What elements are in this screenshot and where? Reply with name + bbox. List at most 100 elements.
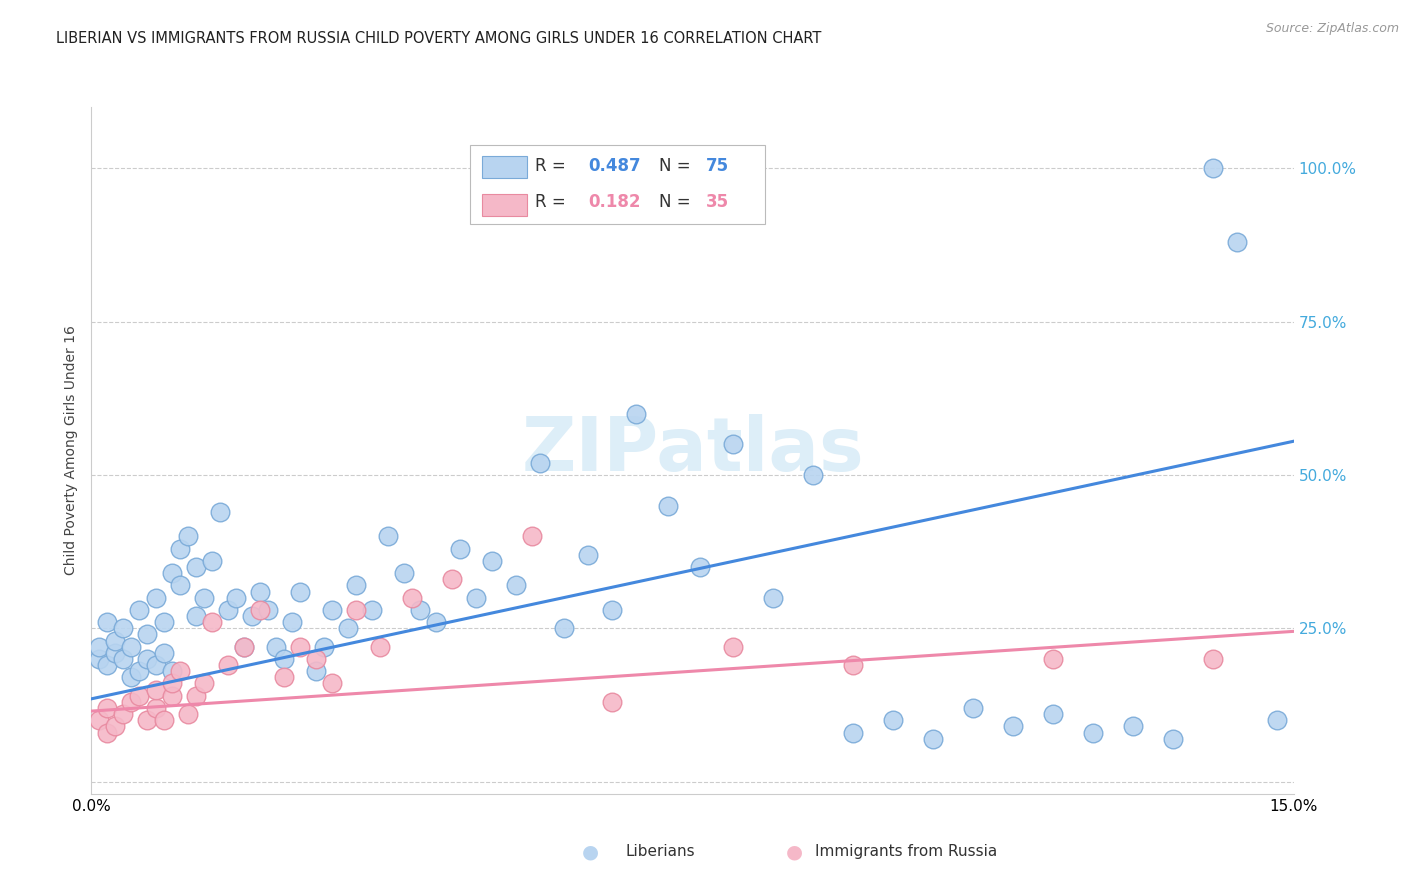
Point xyxy=(169,664,191,679)
Text: ●: ● xyxy=(582,842,599,862)
Point xyxy=(128,603,150,617)
Point xyxy=(145,591,167,605)
Point xyxy=(201,554,224,568)
Point xyxy=(184,560,207,574)
Point xyxy=(576,548,599,562)
FancyBboxPatch shape xyxy=(470,145,765,224)
Point xyxy=(249,584,271,599)
Point xyxy=(626,407,648,421)
Point xyxy=(217,603,239,617)
Point xyxy=(152,646,174,660)
Point xyxy=(841,725,863,739)
Point xyxy=(465,591,488,605)
Point xyxy=(160,566,183,580)
Point xyxy=(522,529,544,543)
Point xyxy=(1042,652,1064,666)
Bar xyxy=(482,156,527,178)
Point xyxy=(89,640,111,654)
Point xyxy=(312,640,335,654)
Text: 0.487: 0.487 xyxy=(588,157,641,175)
Point xyxy=(145,658,167,673)
Point xyxy=(305,664,328,679)
Point xyxy=(256,603,278,617)
Point xyxy=(344,603,367,617)
Point xyxy=(160,676,183,690)
Point xyxy=(1163,731,1185,746)
Text: ZIPatlas: ZIPatlas xyxy=(522,414,863,487)
Point xyxy=(377,529,399,543)
Text: Liberians: Liberians xyxy=(626,845,696,859)
Point xyxy=(89,714,111,728)
Point xyxy=(264,640,287,654)
Point xyxy=(232,640,254,654)
Point xyxy=(121,640,143,654)
Point xyxy=(305,652,328,666)
Point xyxy=(1001,719,1024,733)
Point xyxy=(281,615,304,630)
Point xyxy=(922,731,945,746)
Point xyxy=(136,652,159,666)
Point xyxy=(336,621,359,635)
Point xyxy=(409,603,432,617)
Point xyxy=(481,554,503,568)
Point xyxy=(128,689,150,703)
Text: N =: N = xyxy=(658,157,690,175)
Point xyxy=(1083,725,1105,739)
Point xyxy=(217,658,239,673)
Point xyxy=(121,670,143,684)
Point xyxy=(249,603,271,617)
Point xyxy=(96,615,118,630)
Point xyxy=(529,456,551,470)
Point xyxy=(602,603,624,617)
Point xyxy=(882,714,904,728)
Point xyxy=(1202,161,1225,176)
Point xyxy=(104,633,127,648)
Point xyxy=(1226,235,1249,249)
Point xyxy=(136,627,159,641)
Text: Source: ZipAtlas.com: Source: ZipAtlas.com xyxy=(1265,22,1399,36)
Point xyxy=(208,505,231,519)
Point xyxy=(288,640,311,654)
Text: LIBERIAN VS IMMIGRANTS FROM RUSSIA CHILD POVERTY AMONG GIRLS UNDER 16 CORRELATIO: LIBERIAN VS IMMIGRANTS FROM RUSSIA CHILD… xyxy=(56,31,821,46)
Point xyxy=(225,591,247,605)
Point xyxy=(152,615,174,630)
Point xyxy=(425,615,447,630)
Point xyxy=(176,529,198,543)
Point xyxy=(184,689,207,703)
Point xyxy=(89,652,111,666)
Point xyxy=(184,609,207,624)
Text: R =: R = xyxy=(534,194,565,211)
Point xyxy=(321,676,343,690)
Point xyxy=(721,437,744,451)
Point xyxy=(232,640,254,654)
Point xyxy=(104,646,127,660)
Point xyxy=(392,566,415,580)
Point xyxy=(112,707,135,722)
Point xyxy=(145,682,167,697)
Point xyxy=(841,658,863,673)
Point xyxy=(96,725,118,739)
Point xyxy=(360,603,382,617)
Point xyxy=(273,670,295,684)
Point xyxy=(657,499,679,513)
Text: Immigrants from Russia: Immigrants from Russia xyxy=(815,845,998,859)
Point xyxy=(1042,707,1064,722)
Point xyxy=(104,719,127,733)
Point xyxy=(344,578,367,592)
Point xyxy=(193,676,215,690)
Point xyxy=(152,714,174,728)
Point xyxy=(1267,714,1289,728)
Point xyxy=(449,541,471,556)
Point xyxy=(121,695,143,709)
Point xyxy=(321,603,343,617)
Point xyxy=(240,609,263,624)
Point xyxy=(201,615,224,630)
Text: ●: ● xyxy=(786,842,803,862)
Point xyxy=(440,572,463,586)
Point xyxy=(368,640,391,654)
Point xyxy=(96,701,118,715)
Point xyxy=(401,591,423,605)
Bar xyxy=(482,194,527,216)
Point xyxy=(112,621,135,635)
Point xyxy=(689,560,711,574)
